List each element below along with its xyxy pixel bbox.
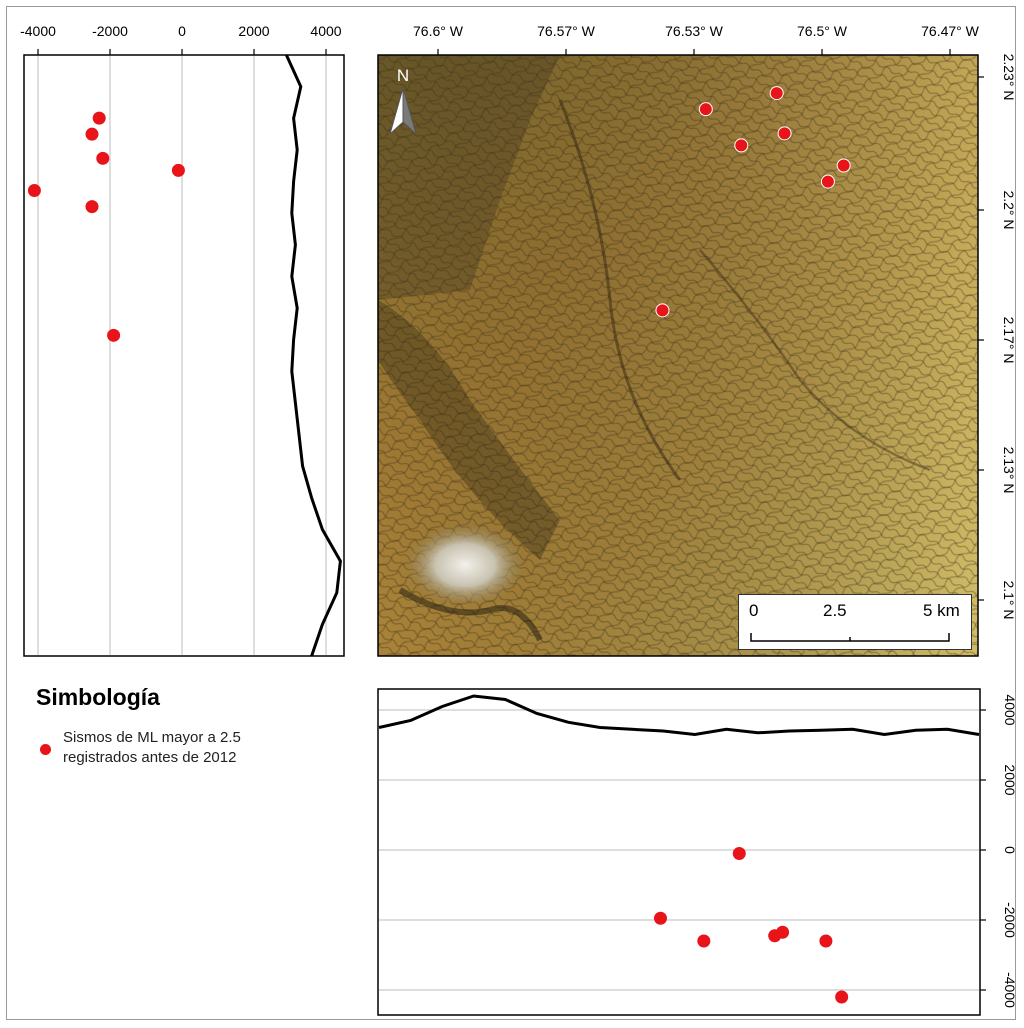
map-panel: N 76.6° W 76.57° W 76.53° W 76.5° W 76.47° W…: [377, 23, 1017, 657]
bottom-profile-point: [819, 934, 833, 948]
left-profile-point: [96, 151, 110, 165]
lat-tick-label: 2.17° N: [1001, 317, 1017, 364]
left-x-tick-label: -2000: [92, 23, 128, 39]
legend-title: Simbología: [36, 684, 160, 710]
left-profile-events: [27, 111, 185, 342]
left-x-tick-label: -4000: [20, 23, 56, 39]
dark-ridge-southwest: [378, 300, 560, 560]
lon-tick-label: 76.47° W: [921, 23, 980, 39]
bottom-profile-point: [653, 911, 667, 925]
dark-valley-northwest: [378, 55, 560, 300]
map-frame: [377, 54, 979, 657]
legend-item-line-2: registrados antes de 2012: [63, 749, 237, 766]
earthquake-point: [698, 102, 713, 117]
left-profile-point: [85, 127, 99, 141]
scale-bar-line: [750, 633, 950, 642]
north-arrow-icon: N: [389, 66, 417, 136]
left-profile-point: [107, 328, 121, 342]
bottom-y-tick-label: 4000: [1002, 694, 1018, 725]
earthquake-point: [820, 174, 835, 189]
bottom-profile-point: [776, 925, 790, 939]
legend-item-line-1: Sismos de ML mayor a 2.5: [63, 729, 241, 746]
legend-item-earthquakes: Sismos de ML mayor a 2.5 registrados ant…: [40, 728, 241, 768]
scale-label-0: 0: [749, 601, 759, 620]
bottom-elevation-profile-line: [378, 694, 980, 737]
left-x-tick-label: 2000: [238, 23, 269, 39]
lon-tick-label: 76.5° W: [797, 23, 848, 39]
left-x-tick-label: 0: [178, 23, 186, 39]
left-profile-panel: -4000 -2000 0 2000 4000: [20, 23, 345, 657]
map-events: [655, 86, 851, 318]
bottom-profile-point: [732, 847, 746, 860]
scale-label-end: 5 km: [923, 601, 960, 620]
left-elevation-profile-line: [285, 54, 342, 657]
bottom-profile-y-ticks: 4000 2000 0 -2000 -4000: [980, 694, 1018, 1008]
bottom-profile-gridlines: [379, 709, 979, 991]
left-profile-x-ticks: -4000 -2000 0 2000 4000: [20, 23, 342, 55]
left-profile-point: [92, 111, 106, 125]
earthquake-point: [655, 303, 670, 318]
bottom-profile-frame: [377, 688, 981, 1016]
lat-tick-label: 2.2° N: [1001, 190, 1017, 229]
bottom-profile-panel: 4000 2000 0 -2000 -4000: [377, 688, 1018, 1016]
lat-tick-label: 2.1° N: [1001, 580, 1017, 619]
bottom-y-tick-label: -4000: [1002, 972, 1018, 1008]
left-profile-point: [85, 200, 99, 214]
scale-bar: 0 2.5 5 km: [738, 594, 972, 650]
volcano-flank-shadow: [398, 587, 543, 642]
lon-tick-label: 76.6° W: [413, 23, 464, 39]
earthquake-point: [734, 138, 749, 153]
lon-tick-label: 76.53° W: [665, 23, 724, 39]
north-label: N: [397, 66, 409, 85]
left-profile-frame: [23, 54, 345, 657]
bottom-y-tick-label: -2000: [1002, 902, 1018, 938]
bottom-profile-events: [653, 847, 849, 1004]
scale-label-mid: 2.5: [823, 601, 847, 620]
figure-frame: [6, 6, 1016, 1020]
left-profile-point: [27, 184, 41, 198]
bottom-y-tick-label: 2000: [1002, 764, 1018, 795]
bottom-profile-point: [697, 934, 711, 948]
volcano-summit: [405, 523, 525, 607]
left-profile-point: [171, 163, 185, 177]
river-channel-east: [699, 249, 931, 472]
latitude-ticks: 2.23° N 2.2° N 2.17° N 2.13° N 2.1° N: [978, 54, 1017, 620]
earthquake-point: [836, 158, 851, 173]
river-channel: [558, 99, 682, 481]
lat-tick-label: 2.13° N: [1001, 447, 1017, 494]
longitude-ticks: 76.6° W 76.57° W 76.53° W 76.5° W 76.47° W: [413, 23, 980, 55]
lat-tick-label: 2.23° N: [1001, 54, 1017, 101]
left-profile-gridlines: [37, 56, 327, 655]
legend-dot-icon: [40, 744, 51, 755]
left-x-tick-label: 4000: [310, 23, 341, 39]
bottom-y-tick-label: 0: [1002, 846, 1018, 854]
bottom-profile-point: [835, 990, 849, 1004]
lon-tick-label: 76.57° W: [537, 23, 596, 39]
earthquake-point: [777, 126, 792, 141]
earthquake-point: [769, 86, 784, 101]
